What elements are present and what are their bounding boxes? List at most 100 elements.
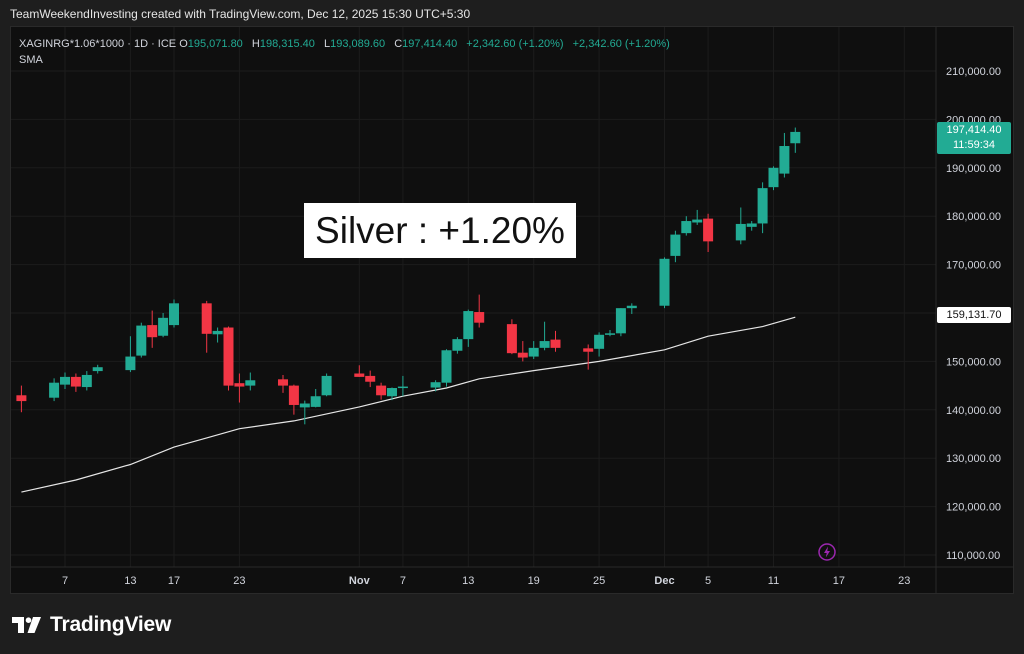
chart-pane[interactable]: 210,000.00 200,000.00 190,000.00 180,000.00…: [10, 26, 1014, 594]
time-tick-label: 13: [124, 575, 136, 587]
symbol-legend[interactable]: XAGINRG*1.06*1000 · 1D · ICE O195,071.80…: [19, 38, 676, 50]
candle-up: [779, 132, 790, 178]
candle-body: [234, 383, 245, 387]
candle-body: [550, 339, 561, 348]
price-tick-label: 170,000.00: [946, 260, 1001, 272]
candle-up: [539, 321, 550, 351]
sma-value-tag: 159,131.70: [937, 307, 1011, 323]
candle-body: [365, 375, 376, 382]
candle-down: [474, 294, 485, 328]
candle-up: [310, 388, 321, 408]
time-tick-label: 23: [898, 575, 910, 587]
candle-body: [605, 333, 615, 335]
time-tick-label: 5: [705, 575, 711, 587]
candle-body: [321, 375, 332, 396]
candle-body: [615, 308, 626, 334]
candle-up: [463, 309, 474, 347]
candle-body: [16, 395, 27, 402]
candle-body: [659, 258, 670, 306]
time-tick-label: Dec: [654, 575, 674, 587]
candle-body: [779, 146, 790, 174]
brand-name: TradingView: [50, 613, 172, 636]
candle-up: [528, 341, 539, 359]
candle-down: [506, 319, 517, 355]
candle-body: [310, 396, 321, 407]
candle-down: [288, 384, 299, 415]
candle-body: [49, 382, 60, 398]
candle-up: [299, 400, 310, 425]
candle-body: [463, 311, 474, 340]
candle-body: [757, 188, 768, 224]
candle-down: [223, 326, 234, 391]
candles-layer: [16, 127, 801, 425]
candle-down: [16, 385, 27, 413]
flash-lightning-icon[interactable]: [818, 543, 836, 561]
time-tick-label: 7: [62, 575, 68, 587]
time-tick-label: Nov: [349, 575, 371, 587]
price-tick-label: 210,000.00: [946, 66, 1001, 78]
high-key: H: [251, 38, 260, 50]
candle-up: [626, 303, 637, 314]
candle-up: [60, 372, 70, 389]
candle-body: [539, 341, 550, 348]
candle-up: [594, 332, 605, 357]
tradingview-brand[interactable]: TradingView: [12, 613, 171, 637]
candle-up: [692, 209, 703, 225]
silver-annotation-box: Silver : +1.20%: [304, 203, 576, 258]
bar-countdown: 11:59:34: [952, 139, 995, 151]
candle-up: [670, 230, 681, 263]
candle-body: [735, 223, 746, 241]
candle-body: [528, 347, 539, 357]
time-tick-label: 19: [528, 575, 540, 587]
candle-up: [92, 364, 103, 374]
symbol-name[interactable]: XAGINRG*1.06*1000 · 1D · ICE: [19, 38, 177, 50]
candle-body: [746, 223, 757, 227]
candle-body: [158, 317, 169, 336]
candle-body: [506, 324, 517, 354]
change-value-2: +2,342.60 (+1.20%): [572, 38, 670, 50]
time-axis: 7 13 17 23 Nov 7 13 19 25 Dec 5 11 17 23: [11, 27, 1013, 593]
sma-indicator-label[interactable]: SMA: [19, 54, 43, 66]
candle-up: [452, 337, 463, 354]
candle-body: [452, 339, 463, 351]
candle-down: [376, 382, 387, 400]
candle-body: [397, 386, 408, 389]
candle-down: [354, 365, 365, 377]
candle-up: [397, 375, 408, 397]
candle-up: [81, 371, 92, 391]
candle-body: [768, 167, 779, 188]
candle-body: [169, 303, 179, 326]
open-key: O: [179, 38, 188, 50]
candle-body: [92, 367, 103, 372]
time-tick-label: 11: [768, 575, 779, 587]
tradingview-logo-icon: [12, 617, 41, 633]
time-tick-label: 17: [168, 575, 180, 587]
price-chart[interactable]: 210,000.00200,000.00190,000.00180,000.00…: [11, 27, 1013, 593]
time-tick-label: 7: [400, 575, 406, 587]
candle-up: [605, 329, 615, 337]
candle-down: [517, 341, 528, 362]
price-tick-label: 130,000.00: [946, 453, 1001, 465]
candle-up: [169, 299, 179, 328]
candle-body: [376, 385, 387, 396]
last-price-tag: 197,414.40 11:59:34: [937, 122, 1011, 154]
grid-lines: [11, 27, 936, 567]
candle-body: [201, 303, 212, 334]
candle-up: [158, 313, 169, 338]
candle-up: [768, 166, 779, 191]
candle-body: [125, 356, 136, 371]
candle-down: [278, 374, 288, 393]
candle-body: [441, 350, 452, 383]
candle-body: [212, 330, 223, 335]
candle-down: [201, 300, 212, 353]
candle-up: [387, 387, 397, 401]
candle-down: [234, 373, 245, 403]
price-tick-label: 150,000.00: [946, 356, 1001, 368]
candle-up: [49, 378, 60, 402]
candle-up: [790, 127, 801, 153]
price-tick-label: 110,000.00: [946, 550, 1000, 562]
candle-body: [681, 221, 692, 234]
time-tick-label: 13: [462, 575, 474, 587]
high-value: 198,315.40: [259, 38, 315, 50]
close-value: 197,414.40: [402, 38, 458, 50]
